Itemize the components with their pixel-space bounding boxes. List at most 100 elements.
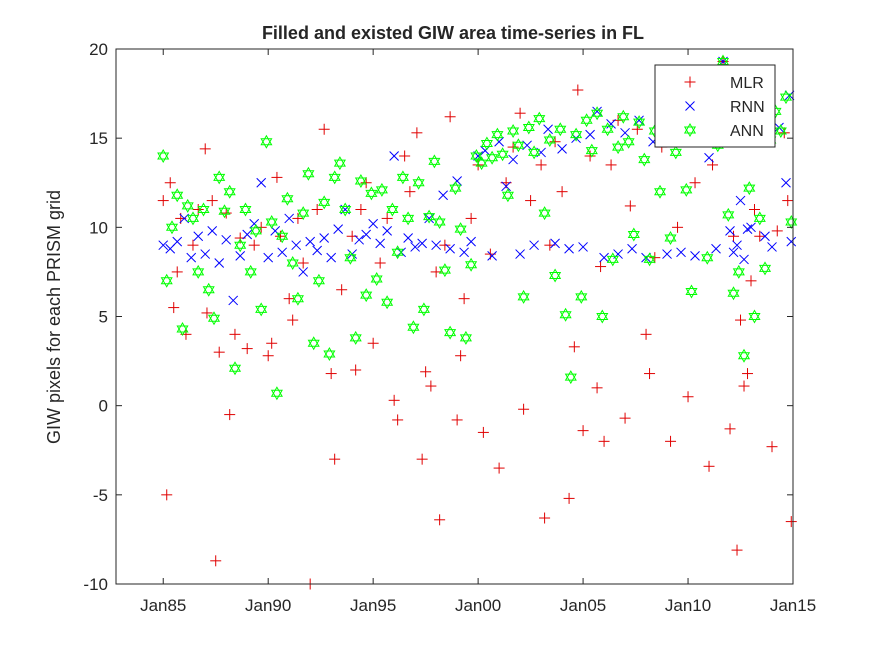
data-point-ann — [339, 202, 352, 217]
data-point-mlr — [199, 143, 211, 155]
data-point-mlr — [360, 177, 372, 189]
data-point-mlr — [411, 127, 423, 139]
data-point-ann — [239, 202, 252, 217]
data-point-mlr — [649, 252, 661, 264]
data-point-rnn — [578, 242, 588, 252]
x-tick-label: Jan00 — [455, 596, 501, 615]
data-point-rnn — [501, 181, 511, 192]
legend-label: MLR — [730, 75, 764, 92]
data-point-rnn — [459, 247, 469, 258]
data-point-ann — [181, 198, 194, 213]
data-point-mlr — [735, 314, 747, 326]
data-point-rnn — [186, 252, 197, 263]
data-point-mlr — [619, 412, 631, 424]
data-point-ann — [564, 370, 577, 385]
data-point-ann — [218, 204, 231, 219]
data-point-rnn — [389, 151, 400, 161]
x-tick-label: Jan05 — [560, 596, 606, 615]
data-point-rnn — [305, 236, 316, 247]
data-point-ann — [758, 261, 772, 276]
data-point-ann — [370, 271, 383, 287]
data-point-ann — [428, 154, 441, 169]
data-point-rnn — [298, 267, 309, 277]
data-point-mlr — [689, 177, 701, 189]
data-point-ann — [496, 147, 509, 162]
data-point-ann — [685, 284, 698, 299]
data-point-rnn — [172, 236, 183, 247]
data-point-rnn — [291, 240, 302, 251]
data-point-mlr — [318, 123, 330, 135]
data-point-mlr — [325, 368, 337, 380]
data-point-rnn — [746, 222, 756, 233]
data-point-ann — [528, 145, 541, 160]
data-point-ann — [549, 268, 562, 283]
data-point-ann — [638, 152, 651, 167]
data-point-ann — [559, 307, 572, 322]
data-point-ann — [255, 302, 268, 317]
data-point-mlr — [329, 453, 341, 465]
data-point-mlr — [350, 364, 362, 376]
data-point-mlr — [785, 516, 797, 528]
x-tick-label: Jan90 — [245, 596, 291, 615]
legend-marker — [685, 101, 695, 111]
data-point-ann — [402, 211, 415, 226]
data-point-rnn — [760, 231, 770, 242]
data-point-mlr — [724, 423, 736, 435]
data-point-mlr — [161, 489, 173, 501]
data-point-rnn — [627, 243, 637, 254]
data-point-ann — [328, 170, 341, 185]
data-point-mlr — [782, 195, 794, 207]
data-point-ann — [281, 191, 294, 206]
data-point-rnn — [690, 251, 700, 261]
data-point-mlr — [556, 186, 568, 198]
data-point-mlr — [525, 195, 537, 207]
data-point-ann — [375, 182, 388, 197]
data-point-mlr — [595, 261, 607, 273]
data-point-ann — [512, 138, 525, 153]
data-point-ann — [538, 206, 551, 221]
data-point-ann — [365, 186, 378, 201]
data-point-rnn — [277, 247, 288, 258]
data-point-ann — [333, 156, 346, 171]
data-point-mlr — [374, 257, 386, 269]
data-point-mlr — [745, 275, 757, 287]
data-point-ann — [475, 156, 488, 171]
data-point-rnn — [585, 129, 595, 140]
legend-box — [654, 64, 776, 148]
data-point-mlr — [213, 346, 225, 358]
data-point-mlr — [771, 225, 783, 237]
data-point-ann — [302, 166, 315, 181]
data-point-mlr — [665, 435, 677, 447]
data-point-mlr — [164, 177, 176, 189]
data-point-ann — [312, 273, 325, 288]
legend: MLR RNN ANN — [654, 64, 776, 148]
data-point-rnn — [326, 252, 337, 263]
data-point-mlr — [283, 293, 295, 305]
data-point-mlr — [439, 239, 451, 251]
data-point-ann — [533, 111, 546, 126]
data-point-rnn — [382, 226, 393, 236]
data-point-ann — [260, 134, 273, 149]
legend-marker — [683, 123, 697, 137]
data-point-mlr — [425, 380, 437, 392]
data-point-rnn — [466, 236, 476, 247]
data-point-ann — [669, 145, 682, 160]
data-point-ann — [265, 215, 278, 229]
data-point-ann — [291, 291, 304, 306]
data-point-mlr — [518, 403, 530, 415]
data-point-mlr — [703, 460, 715, 472]
data-point-rnn — [676, 247, 686, 258]
data-point-rnn — [599, 252, 609, 263]
data-point-ann — [318, 195, 331, 210]
data-point-rnn — [361, 229, 372, 240]
data-point-rnn — [375, 238, 386, 249]
legend-entry-ann: ANN — [683, 123, 764, 140]
x-tick-label: Jan15 — [770, 596, 816, 615]
data-point-mlr — [187, 239, 199, 251]
data-point-rnn — [557, 144, 567, 154]
data-point-rnn — [529, 240, 539, 251]
data-point-ann — [249, 223, 262, 238]
data-point-mlr — [754, 230, 766, 242]
data-point-ann — [543, 133, 556, 147]
